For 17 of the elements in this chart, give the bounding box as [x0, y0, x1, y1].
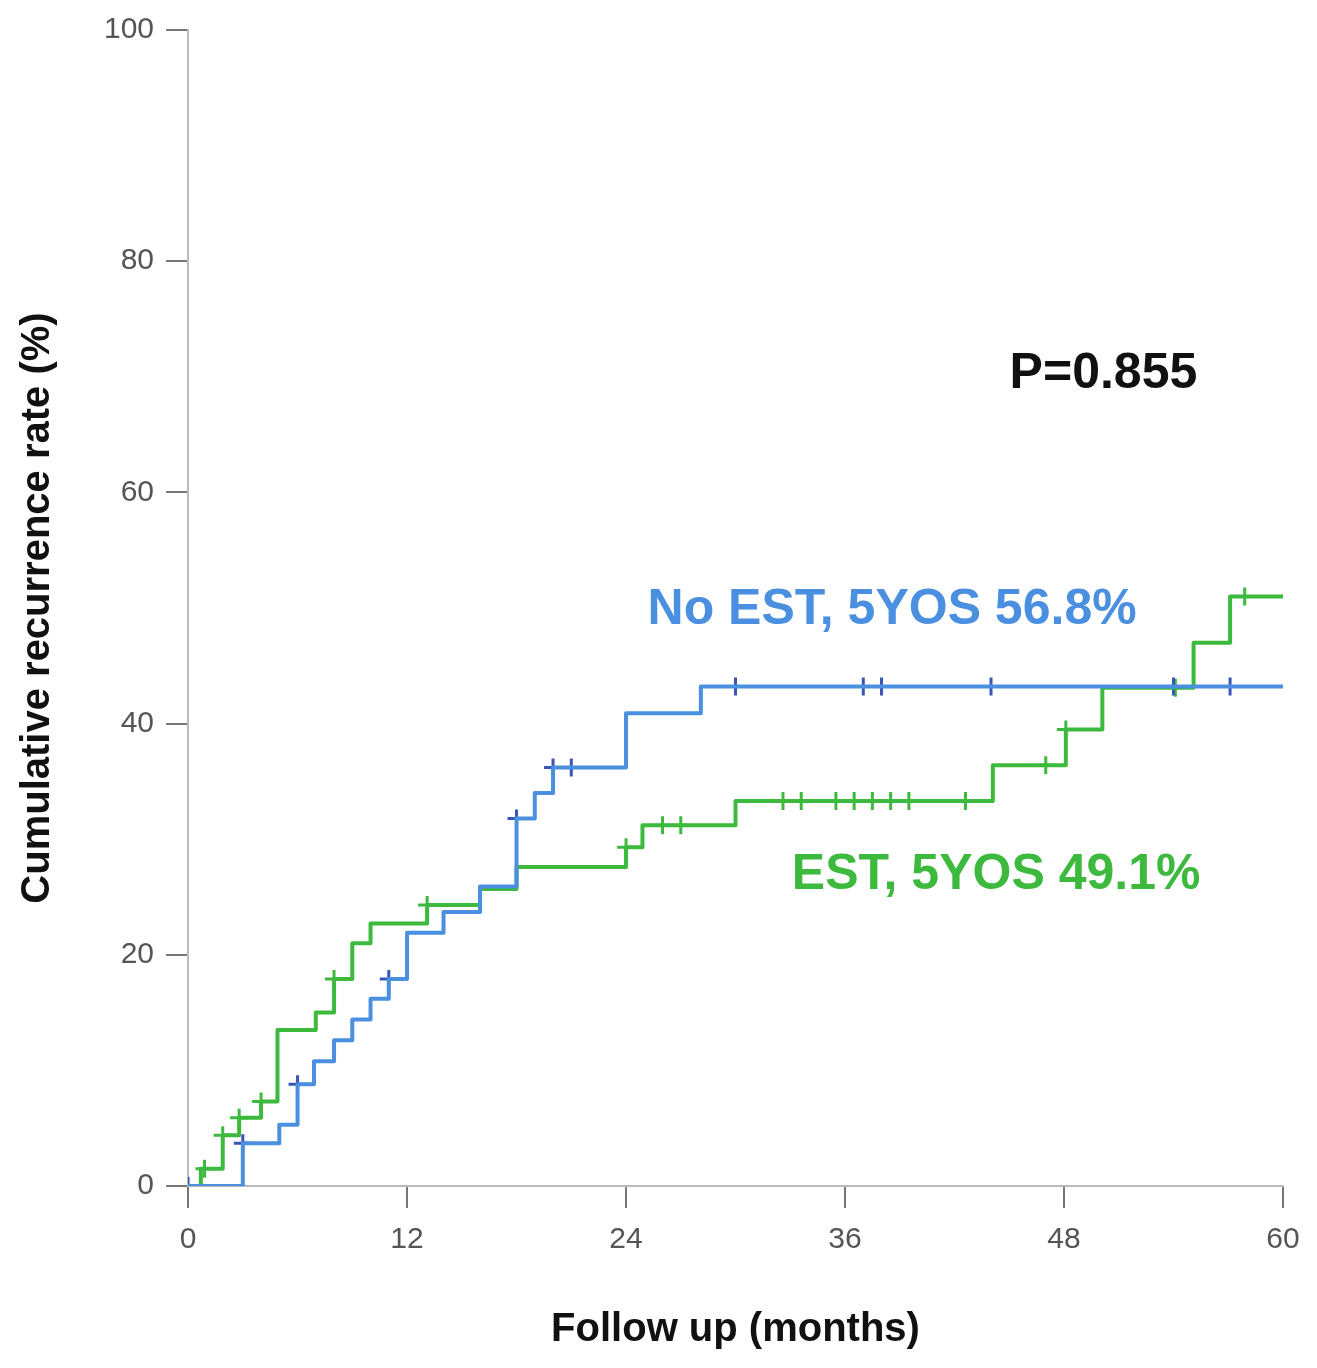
y-axis-title: Cumulative recurrence rate (%)	[13, 312, 58, 904]
series-label: EST, 5YOS 49.1%	[791, 843, 1201, 900]
x-tick-label: 60	[1266, 1221, 1300, 1255]
x-tick-label: 24	[609, 1221, 643, 1255]
annotation: P=0.855	[1009, 343, 1198, 400]
y-tick-label: 60	[120, 473, 155, 507]
x-tick-label: 12	[390, 1221, 424, 1255]
x-tick-label: 36	[828, 1221, 862, 1255]
y-tick-label: 20	[120, 936, 155, 970]
x-tick-label: 0	[179, 1221, 197, 1255]
x-axis-title: Follow up (months)	[551, 1305, 920, 1350]
y-tick-label: 40	[120, 704, 155, 738]
y-tick-label: 100	[103, 11, 155, 45]
y-tick-label: 0	[137, 1167, 155, 1201]
x-tick-label: 48	[1047, 1221, 1081, 1255]
y-tick-label: 80	[120, 242, 155, 276]
series-label: No EST, 5YOS 56.8%	[647, 579, 1137, 636]
